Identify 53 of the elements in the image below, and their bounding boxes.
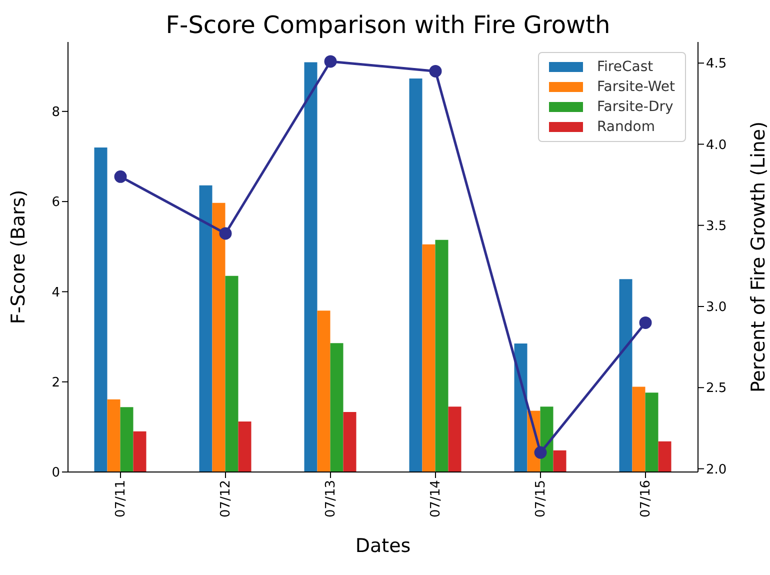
y-tick-label: 6 xyxy=(52,195,60,210)
x-tick-label: 07/11 xyxy=(114,480,129,518)
bar xyxy=(304,62,318,472)
point xyxy=(429,64,442,78)
bar xyxy=(330,343,344,472)
bar xyxy=(120,407,134,472)
x-axis-title: Dates xyxy=(355,535,411,557)
chart-title: F-Score Comparison with Fire Growth xyxy=(164,10,612,41)
legend-label: FireCast xyxy=(597,59,654,75)
x-tick-label: 07/14 xyxy=(428,480,444,518)
y2-tick-label: 2.0 xyxy=(706,462,727,478)
bar xyxy=(107,399,120,472)
y-tick-label: 4 xyxy=(52,285,60,300)
bar xyxy=(632,386,646,472)
y2-tick-label: 4.0 xyxy=(706,138,727,153)
point xyxy=(534,446,547,459)
bar xyxy=(658,441,672,472)
bar xyxy=(619,279,632,472)
bar xyxy=(343,412,356,472)
bar xyxy=(448,406,462,472)
legend-label: Random xyxy=(597,119,655,135)
bar xyxy=(435,240,448,472)
bar xyxy=(317,310,330,472)
x-tick-label: 07/13 xyxy=(324,480,339,518)
bar xyxy=(94,147,108,472)
point xyxy=(639,316,652,329)
bar xyxy=(514,344,528,472)
x-tick-label: 07/15 xyxy=(534,480,549,518)
bar xyxy=(238,422,252,472)
y-tick-label: 8 xyxy=(52,105,60,120)
legend-label: Farsite-Wet xyxy=(597,79,675,95)
bar xyxy=(212,202,226,472)
y-axis-title: F-Score (Bars) xyxy=(8,190,30,324)
x-tick-label: 07/12 xyxy=(218,480,234,518)
bar xyxy=(553,450,566,472)
bar xyxy=(422,244,436,472)
bar xyxy=(199,185,212,472)
y-tick-label: 0 xyxy=(52,466,60,481)
y-tick-label: 2 xyxy=(52,375,60,390)
x-tick-label: 07/16 xyxy=(638,480,654,518)
bar xyxy=(645,392,658,472)
bar xyxy=(409,78,422,472)
bar xyxy=(225,276,238,472)
legend-label: Farsite-Dry xyxy=(597,99,674,115)
y2-tick-label: 3.5 xyxy=(706,218,727,234)
y2-tick-label: 2.5 xyxy=(706,381,727,396)
y2-axis-title: Percent of Fire Growth (Line) xyxy=(748,121,770,393)
point xyxy=(219,227,232,240)
y2-tick-label: 4.5 xyxy=(706,56,727,72)
y2-tick-label: 3.0 xyxy=(706,300,727,316)
bar xyxy=(133,431,146,472)
point xyxy=(324,55,337,68)
point xyxy=(114,170,127,183)
